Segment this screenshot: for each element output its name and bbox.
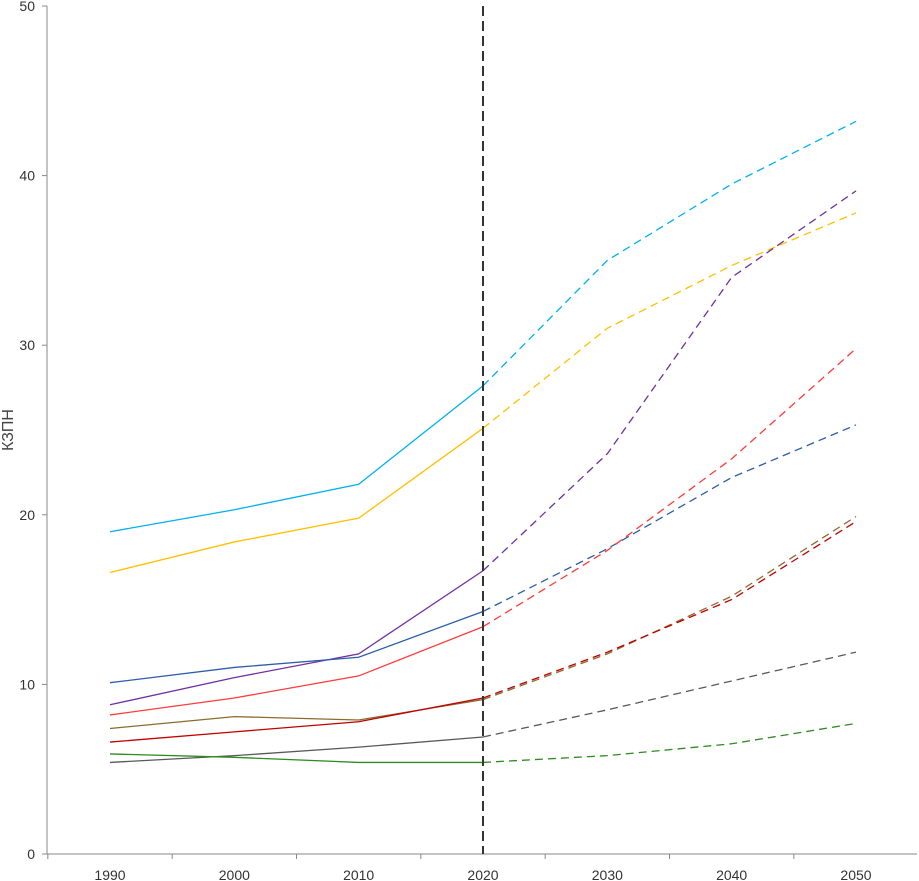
series-line-historical bbox=[110, 698, 483, 742]
y-tick-label: 50 bbox=[19, 0, 35, 14]
series-line-historical bbox=[110, 571, 483, 705]
series-line-projected bbox=[483, 652, 856, 737]
axes bbox=[42, 6, 917, 859]
series-line-historical bbox=[110, 627, 483, 715]
x-tick-label: 2040 bbox=[716, 867, 747, 881]
series-line-historical bbox=[110, 737, 483, 762]
x-tick-label: 2030 bbox=[592, 867, 623, 881]
x-tick-label: 1990 bbox=[94, 867, 125, 881]
y-tick-label: 30 bbox=[19, 337, 35, 353]
x-tick-label: 2050 bbox=[840, 867, 871, 881]
series-line-projected bbox=[483, 516, 856, 699]
series-line-historical bbox=[110, 386, 483, 532]
series-line-projected bbox=[483, 349, 856, 627]
y-axis-title: КЗПН bbox=[0, 409, 17, 451]
chart: 010203040501990 2000 2010 2020 2030 2040 2050 … bbox=[0, 0, 919, 881]
series-line-historical bbox=[110, 428, 483, 572]
x-tick-label: 2000 bbox=[219, 867, 250, 881]
series-line-projected bbox=[483, 522, 856, 698]
y-tick-label: 40 bbox=[19, 168, 35, 184]
series-line-historical bbox=[110, 700, 483, 729]
x-tick-label: 2010 bbox=[343, 867, 374, 881]
y-tick-label: 10 bbox=[19, 676, 35, 692]
x-tick-label: 2020 bbox=[467, 867, 498, 881]
series-line-historical bbox=[110, 611, 483, 682]
series-line-projected bbox=[483, 213, 856, 428]
series-line-projected bbox=[483, 425, 856, 612]
y-tick-label: 0 bbox=[27, 846, 35, 862]
series-line-projected bbox=[483, 121, 856, 386]
series-line-projected bbox=[483, 723, 856, 762]
y-tick-label: 20 bbox=[19, 507, 35, 523]
series-line-historical bbox=[110, 754, 483, 762]
